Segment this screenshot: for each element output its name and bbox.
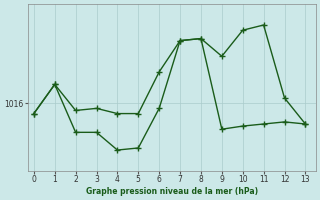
X-axis label: Graphe pression niveau de la mer (hPa): Graphe pression niveau de la mer (hPa): [86, 187, 258, 196]
